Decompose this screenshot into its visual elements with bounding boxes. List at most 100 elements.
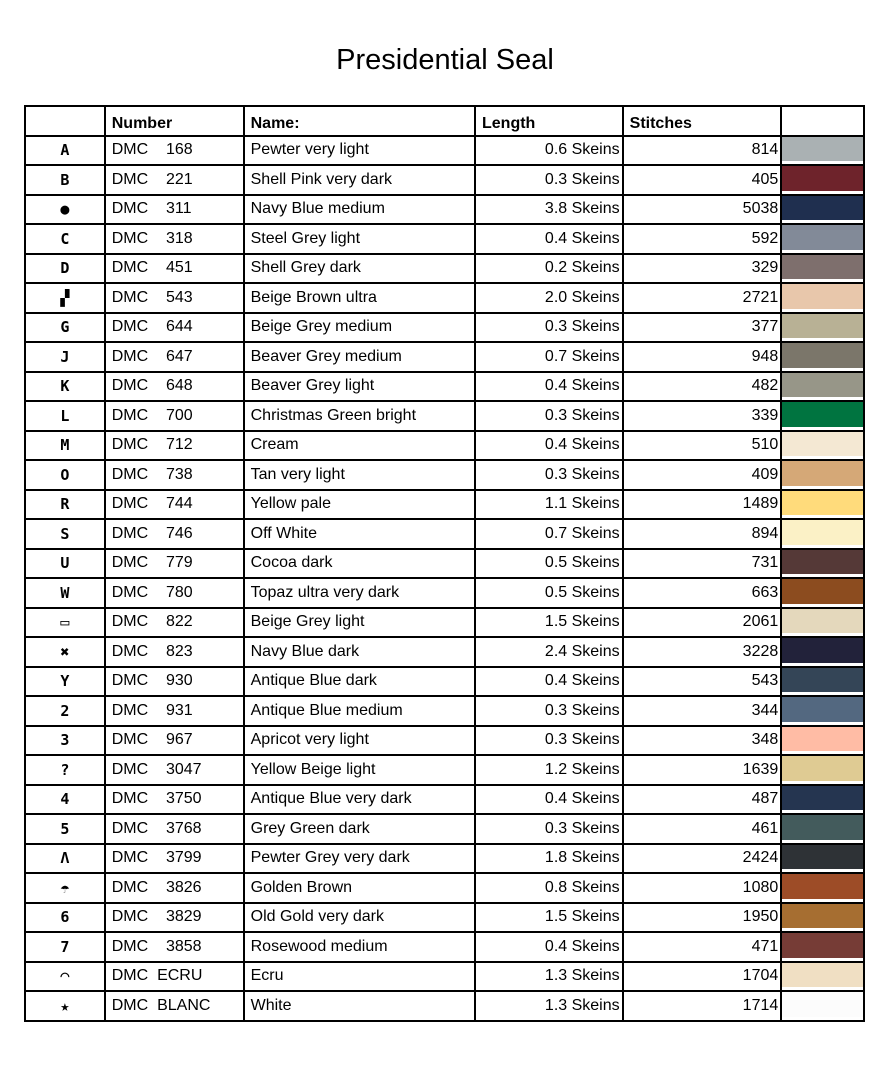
cell-name: Ecru [242,960,477,992]
cell-number: DMC 168 [103,134,245,166]
table-row: L DMC 700 Christmas Green bright 0.3 Skeins… [24,400,865,432]
cell-symbol: 7 [24,931,106,963]
table-row: U DMC 779 Cocoa dark 0.5 Skeins 731 [24,547,865,579]
cell-symbol: Λ [24,842,106,874]
table-row: A DMC 168 Pewter very light 0.6 Skeins 814 [24,134,865,166]
cell-name: Old Gold very dark [242,901,477,933]
color-swatch [782,225,863,250]
cell-color [780,606,865,638]
cell-stitches: 329 [621,252,783,284]
cell-name: Off White [242,518,477,550]
cell-number: DMC 543 [103,282,245,314]
cell-number: DMC 3826 [103,872,245,904]
cell-length: 0.6 Skeins [474,134,624,166]
cell-symbol: ● [24,193,106,225]
cell-number: DMC 780 [103,577,245,609]
cell-number: DMC 644 [103,311,245,343]
cell-symbol: 2 [24,695,106,727]
cell-symbol: S [24,518,106,550]
cell-stitches: 487 [621,783,783,815]
cell-stitches: 1714 [621,990,783,1022]
cell-stitches: 2424 [621,842,783,874]
table-row: ◠ DMC ECRU Ecru 1.3 Skeins 1704 [24,960,865,992]
color-swatch [782,756,863,781]
cell-length: 0.3 Skeins [474,164,624,196]
cell-symbol: ★ [24,990,106,1022]
color-swatch [782,490,863,515]
cell-number: DMC 451 [103,252,245,284]
cell-name: Yellow Beige light [242,754,477,786]
cell-symbol: 4 [24,783,106,815]
header-stitches: Stitches [621,105,783,137]
table-row: K DMC 648 Beaver Grey light 0.4 Skeins 482 [24,370,865,402]
table-row: B DMC 221 Shell Pink very dark 0.3 Skeins 40… [24,164,865,196]
cell-color [780,311,865,343]
cell-number: DMC 746 [103,518,245,550]
header-symbol [24,105,106,137]
color-swatch [782,195,863,220]
cell-color [780,459,865,491]
cell-symbol: K [24,370,106,402]
cell-length: 0.4 Skeins [474,223,624,255]
cell-color [780,665,865,697]
color-swatch [782,461,863,486]
cell-symbol: W [24,577,106,609]
color-swatch [782,343,863,368]
cell-color [780,193,865,225]
cell-length: 0.3 Skeins [474,311,624,343]
color-swatch [782,785,863,810]
cell-length: 0.4 Skeins [474,931,624,963]
cell-length: 0.4 Skeins [474,783,624,815]
cell-name: Shell Grey dark [242,252,477,284]
cell-length: 0.3 Skeins [474,724,624,756]
table-row: 7 DMC 3858 Rosewood medium 0.4 Skeins 471 [24,931,865,963]
cell-length: 0.8 Skeins [474,872,624,904]
cell-symbol: ✖ [24,636,106,668]
color-swatch [782,992,863,1017]
cell-symbol: ▞ [24,282,106,314]
cell-number: DMC 823 [103,636,245,668]
color-swatch [782,254,863,279]
cell-length: 1.3 Skeins [474,990,624,1022]
color-swatch [782,608,863,633]
cell-color [780,990,865,1022]
cell-symbol: M [24,429,106,461]
color-swatch [782,667,863,692]
cell-name: Golden Brown [242,872,477,904]
cell-color [780,429,865,461]
cell-length: 2.0 Skeins [474,282,624,314]
cell-stitches: 348 [621,724,783,756]
cell-name: Yellow pale [242,488,477,520]
table-row: 4 DMC 3750 Antique Blue very dark 0.4 Skein… [24,783,865,815]
cell-name: Topaz ultra very dark [242,577,477,609]
cell-symbol: O [24,459,106,491]
cell-symbol: 6 [24,901,106,933]
table-row: ▭ DMC 822 Beige Grey light 1.5 Skeins 2061 [24,606,865,638]
color-swatch [782,697,863,722]
cell-number: DMC 738 [103,459,245,491]
cell-number: DMC 930 [103,665,245,697]
cell-color [780,547,865,579]
cell-stitches: 510 [621,429,783,461]
cell-number: DMC 3047 [103,754,245,786]
header-length: Length [474,105,624,137]
cell-symbol: R [24,488,106,520]
table-row: S DMC 746 Off White 0.7 Skeins 894 [24,518,865,550]
cell-length: 0.5 Skeins [474,577,624,609]
color-swatch [782,815,863,840]
cell-stitches: 2721 [621,282,783,314]
cell-symbol: A [24,134,106,166]
cell-length: 1.5 Skeins [474,606,624,638]
cell-number: DMC 779 [103,547,245,579]
cell-color [780,636,865,668]
cell-stitches: 1704 [621,960,783,992]
table-row: Λ DMC 3799 Pewter Grey very dark 1.8 Skeins… [24,842,865,874]
thread-table: Number Name: Length Stitches A DMC 168 Pew… [24,105,865,1022]
cell-stitches: 1950 [621,901,783,933]
cell-color [780,754,865,786]
color-swatch [782,284,863,309]
cell-stitches: 377 [621,311,783,343]
table-row: C DMC 318 Steel Grey light 0.4 Skeins 592 [24,223,865,255]
cell-color [780,223,865,255]
cell-color [780,577,865,609]
